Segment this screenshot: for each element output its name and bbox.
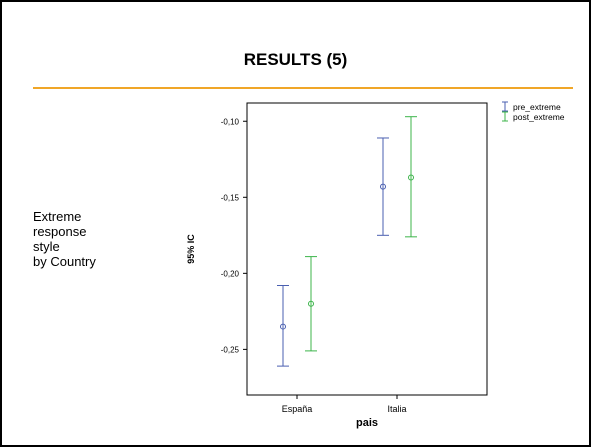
side-caption: Extreme response style by Country — [33, 209, 143, 269]
legend-item-pre_extreme: pre_extreme — [502, 101, 561, 112]
mean-marker — [408, 174, 414, 181]
x-axis-title: pais — [356, 417, 378, 429]
x-tick-label: Italia — [387, 404, 406, 414]
y-tick-label: -0,10 — [221, 117, 240, 126]
x-tick-label: España — [282, 404, 313, 414]
side-caption-line-1: Extreme — [33, 209, 82, 224]
y-tick-label: -0,20 — [221, 269, 240, 278]
side-caption-line-3: style — [33, 239, 60, 254]
slide-title: RESULTS (5) — [243, 50, 348, 69]
legend-label: post_extreme — [513, 112, 565, 122]
mean-marker — [308, 300, 314, 307]
post_extreme-error-bar — [305, 256, 317, 352]
y-tick-label: -0,15 — [221, 193, 240, 202]
y-tick-label: -0,25 — [221, 345, 240, 354]
title-divider — [33, 87, 573, 89]
side-caption-line-4: by Country — [33, 254, 96, 269]
side-caption-line-2: response — [33, 224, 87, 239]
mean-marker — [380, 183, 386, 190]
plot-frame — [246, 102, 488, 396]
y-axis-title: 95% IC — [186, 234, 196, 264]
mean-marker — [280, 323, 286, 330]
legend-label: pre_extreme — [513, 102, 561, 112]
pre_extreme-error-bar — [277, 285, 289, 367]
legend-item-post_extreme: post_extreme — [502, 111, 565, 122]
post_extreme-error-bar — [405, 116, 417, 238]
pre_extreme-error-bar — [377, 137, 389, 236]
